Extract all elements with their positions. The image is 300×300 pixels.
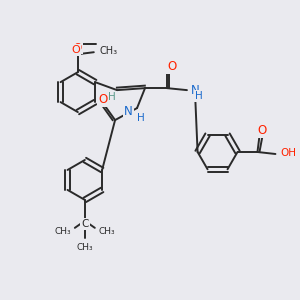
Text: H: H [195, 91, 203, 101]
Text: O: O [71, 45, 80, 55]
Text: N: N [124, 105, 133, 118]
Text: O: O [167, 60, 177, 73]
Text: CH₃: CH₃ [76, 243, 93, 252]
Text: CH₃: CH₃ [100, 46, 118, 56]
Text: H: H [108, 92, 116, 102]
Text: CH₃: CH₃ [55, 227, 71, 236]
Text: O: O [74, 43, 82, 53]
Text: C: C [81, 219, 88, 229]
Text: CH₃: CH₃ [98, 227, 115, 236]
Text: N: N [191, 84, 200, 97]
Text: H: H [137, 113, 145, 123]
Text: O: O [258, 124, 267, 136]
Text: O: O [98, 93, 108, 106]
Text: OH: OH [280, 148, 296, 158]
